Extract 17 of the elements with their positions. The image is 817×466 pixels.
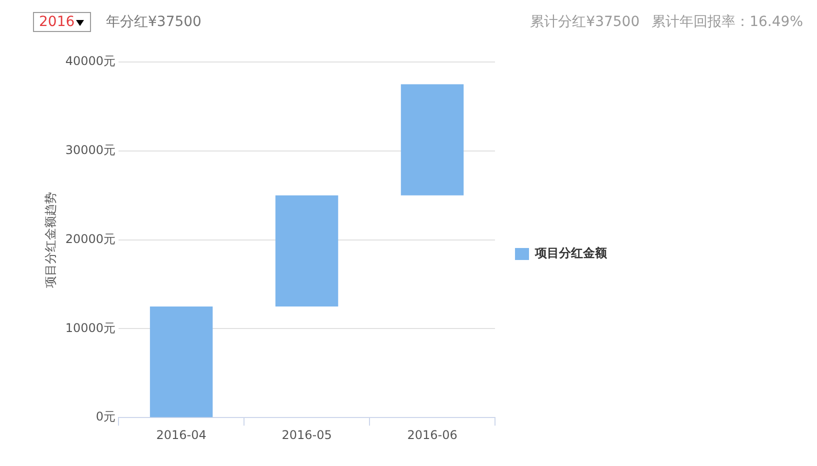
y-tick-label: 30000元 — [65, 143, 116, 158]
bar — [275, 195, 338, 306]
x-tick-label: 2016-06 — [407, 428, 458, 442]
text: 2016 — [39, 14, 75, 30]
text: 累计分红¥37500 — [530, 13, 640, 31]
x-tick-label: 2016-05 — [282, 428, 332, 442]
y-tick-label: 20000元 — [65, 232, 116, 246]
y-tick-label: 0元 — [96, 410, 116, 424]
legend-label: 项目分红金额 — [534, 246, 608, 260]
y-tick-label: 10000元 — [65, 320, 116, 335]
text: 累计年回报率：16.49% — [652, 13, 803, 31]
text: 年分红¥37500 — [106, 13, 202, 31]
x-tick-label: 2016-04 — [156, 428, 206, 442]
y-tick-label: 40000元 — [65, 54, 116, 68]
bar — [150, 306, 213, 418]
bar — [400, 84, 464, 196]
y-axis-title: 项目分红金额趋势 — [43, 192, 58, 288]
